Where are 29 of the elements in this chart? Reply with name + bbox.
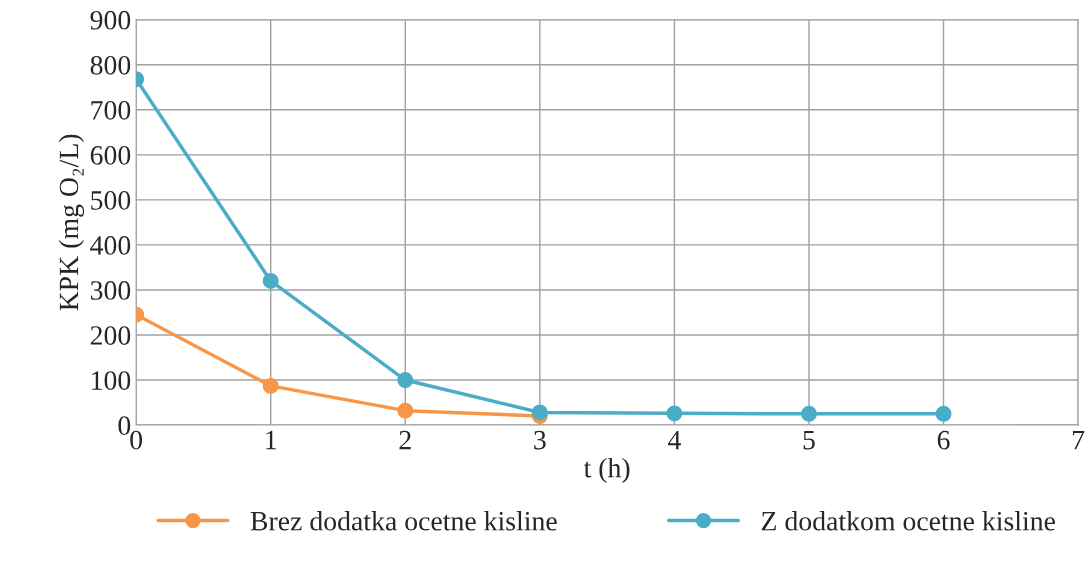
point: [935, 405, 952, 422]
y-tick-label: 700: [91, 100, 131, 120]
point: [531, 404, 548, 421]
y-tick-label: 200: [90, 326, 131, 345]
legend-label: Brez dodatka ocetne kisline: [250, 511, 557, 531]
y-tick-label: 500: [91, 191, 131, 210]
y-tick-label: 600: [90, 145, 131, 165]
y-axis-title: KPK (mg O₂/L): [58, 134, 85, 311]
y-tick-label: 400: [90, 236, 131, 255]
y-tick-label: 0: [118, 416, 131, 435]
x-tick-label: 2: [399, 430, 411, 450]
point: [262, 377, 279, 394]
x-tick-label: 3: [534, 430, 546, 450]
y-tick-label: 100: [92, 371, 131, 390]
x-tick-label: 1: [266, 430, 276, 450]
x-tick-label: 7: [1073, 431, 1085, 450]
point: [397, 402, 414, 419]
x-tick-label: 6: [937, 430, 950, 450]
point: [262, 272, 279, 289]
x-tick-label: 4: [668, 430, 681, 450]
y-tick-label: 800: [90, 55, 131, 75]
y-tick-label: 300: [90, 281, 131, 300]
y-tick-label: 900: [90, 10, 131, 30]
point: [666, 405, 683, 422]
x-axis-title: t (h): [583, 457, 630, 484]
legend-label: Z dodatkom ocetne kisline: [761, 511, 1055, 531]
x-tick-label: 5: [803, 431, 815, 450]
point: [800, 405, 817, 422]
point: [397, 372, 414, 389]
